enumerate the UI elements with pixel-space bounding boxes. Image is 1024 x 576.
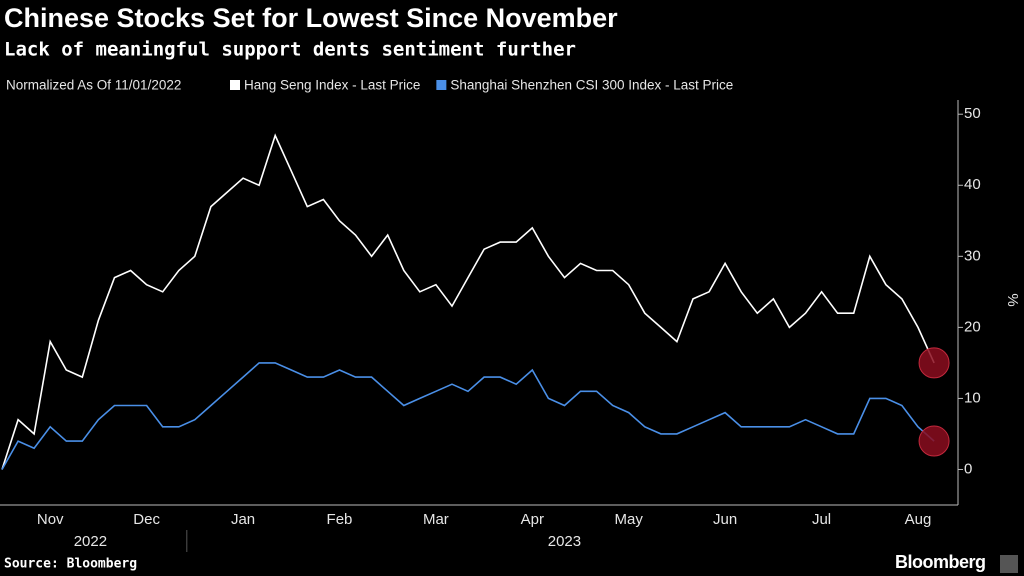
x-tick-label: Jul [812,511,831,528]
x-tick-label: Mar [423,511,449,528]
legend-label: Shanghai Shenzhen CSI 300 Index - Last P… [450,78,733,93]
series-line [1,362,935,470]
source: Source: Bloomberg [4,557,137,572]
x-tick-label: May [615,511,644,528]
legend-swatch [436,80,447,90]
y-tick-label: 30 [964,247,981,264]
x-tick-label: Jun [713,511,737,528]
chart-subtitle: Lack of meaningful support dents sentime… [4,39,576,61]
x-tick-label: Feb [327,511,353,528]
series-line [1,133,935,470]
legend-label: Hang Seng Index - Last Price [244,78,420,93]
x-tick-label: Aug [905,511,932,528]
chart-title: Chinese Stocks Set for Lowest Since Nove… [4,3,618,33]
y-tick-label: 20 [964,318,981,335]
y-tick-label: 0 [964,460,972,477]
y-tick-label: 40 [964,176,981,193]
x-tick-label: Apr [521,511,544,528]
legend-swatch [230,80,240,90]
x-tick-label: Nov [37,511,64,528]
y-tick-label: 10 [964,389,981,406]
logo-mark [1000,555,1018,573]
highlight-marker [918,425,950,457]
year-label: 2023 [548,533,581,550]
x-tick-label: Jan [231,511,255,528]
year-label: 2022 [74,533,107,550]
brand: Bloomberg [895,552,986,572]
x-tick-label: Dec [133,511,160,528]
y-axis-label: % [1004,293,1021,306]
highlight-marker [918,347,950,379]
y-tick-label: 50 [964,105,981,122]
legend-note: Normalized As Of 11/01/2022 [6,78,181,93]
